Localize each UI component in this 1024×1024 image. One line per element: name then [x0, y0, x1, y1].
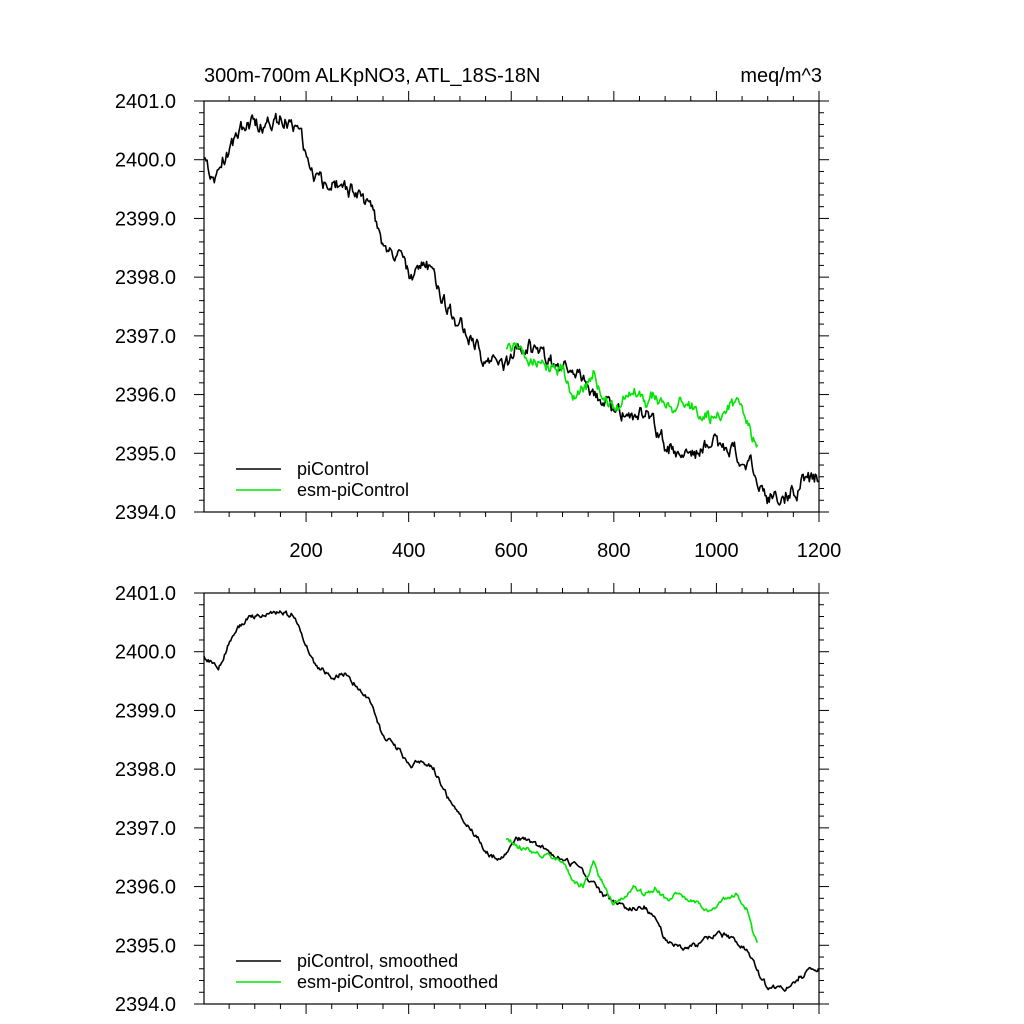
y-tick-label: 2397.0	[115, 818, 176, 840]
series-line-picontrol-smoothed	[203, 610, 820, 992]
top-panel-legend: piControl esm-piControl	[236, 459, 409, 500]
series-line-esm-picontrol-smoothed	[505, 837, 759, 943]
x-tick-label: 800	[597, 540, 630, 562]
legend-label-picontrol-smoothed: piControl, smoothed	[297, 951, 458, 971]
y-tick-label: 2400.0	[115, 642, 176, 664]
y-tick-label: 2396.0	[115, 385, 176, 407]
y-tick-label: 2398.0	[115, 759, 176, 781]
bottom-panel-tick-labels: 2394.0 2395.0 2396.0 2397.0 2398.0 2399.0 2400…	[115, 583, 176, 1016]
y-tick-label: 2401.0	[115, 583, 176, 605]
y-tick-label: 2400.0	[115, 150, 176, 172]
chart-title: 300m-700m ALKpNO3, ATL_18S-18N	[204, 65, 540, 87]
legend-label-esm-picontrol-smoothed: esm-piControl, smoothed	[297, 972, 498, 992]
bottom-panel-legend: piControl, smoothed esm-piControl, smoot…	[236, 951, 498, 992]
legend-label-esm-picontrol: esm-piControl	[297, 480, 409, 500]
y-tick-label: 2398.0	[115, 267, 176, 289]
bottom-panel-ticks	[194, 583, 829, 1014]
x-tick-label: 200	[289, 540, 322, 562]
top-panel-ticks	[194, 91, 829, 522]
x-tick-label: 600	[495, 540, 528, 562]
bottom-panel: 2394.0 2395.0 2396.0 2397.0 2398.0 2399.0 2400…	[115, 583, 829, 1016]
x-tick-label: 1000	[694, 540, 739, 562]
series-line-picontrol	[203, 112, 819, 506]
y-tick-label: 2395.0	[115, 443, 176, 465]
bottom-panel-frame	[203, 592, 820, 1005]
series-line-esm-picontrol	[505, 342, 759, 448]
y-tick-label: 2394.0	[115, 994, 176, 1016]
top-panel: 2394.0 2395.0 2396.0 2397.0 2398.0 2399.0 2400…	[115, 91, 841, 562]
y-tick-label: 2395.0	[115, 935, 176, 957]
top-panel-series	[203, 112, 819, 506]
y-tick-label: 2401.0	[115, 91, 176, 113]
y-tick-label: 2399.0	[115, 700, 176, 722]
x-tick-label: 400	[392, 540, 425, 562]
y-tick-label: 2396.0	[115, 877, 176, 899]
x-tick-label: 1200	[797, 540, 842, 562]
y-tick-label: 2394.0	[115, 502, 176, 524]
units-label: meq/m^3	[740, 65, 822, 87]
legend-label-picontrol: piControl	[297, 459, 369, 479]
top-panel-tick-labels: 2394.0 2395.0 2396.0 2397.0 2398.0 2399.0 2400…	[115, 91, 841, 562]
bottom-panel-series	[203, 610, 820, 992]
y-tick-label: 2399.0	[115, 208, 176, 230]
y-tick-label: 2397.0	[115, 326, 176, 348]
